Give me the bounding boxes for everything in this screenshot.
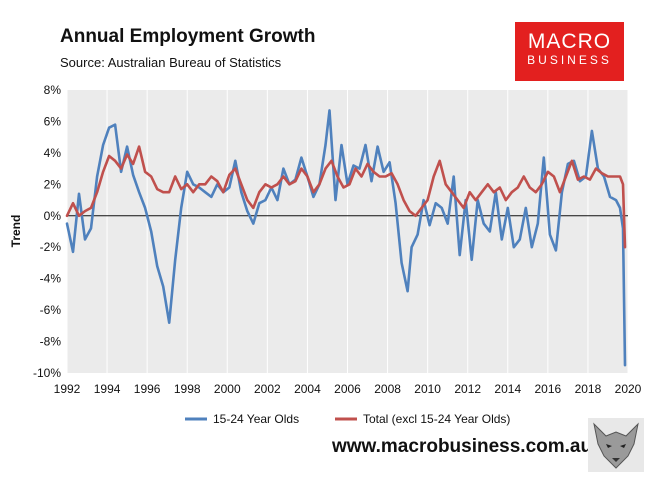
y-tick-label: -2% (40, 240, 62, 254)
x-tick-label: 1996 (134, 382, 161, 396)
y-tick-label: -4% (40, 272, 62, 286)
y-axis-ticks: 8% 6% 4% 2% 0% -2% -4% -6% -8% -10% (33, 83, 61, 380)
chart-source: Source: Australian Bureau of Statistics (60, 55, 282, 70)
macrobusiness-logo: MACRO BUSINESS (515, 22, 624, 81)
legend-label: Total (excl 15-24 Year Olds) (363, 412, 510, 426)
series-line-youth (65, 109, 627, 367)
x-tick-label: 1998 (174, 382, 201, 396)
x-tick-label: 2012 (454, 382, 481, 396)
x-tick-label: 2016 (535, 382, 562, 396)
x-tick-label: 2020 (615, 382, 642, 396)
y-tick-label: 6% (44, 114, 62, 128)
y-tick-label: 8% (44, 83, 62, 97)
x-tick-label: 2008 (374, 382, 401, 396)
x-tick-label: 1994 (94, 382, 121, 396)
logo-line-2: BUSINESS (527, 53, 612, 67)
x-tick-label: 2014 (494, 382, 521, 396)
y-tick-label: -8% (40, 335, 62, 349)
y-tick-label: 2% (44, 177, 62, 191)
logo-line-1: MACRO (527, 30, 612, 53)
x-tick-label: 2000 (214, 382, 241, 396)
series-lines (65, 109, 627, 367)
x-axis-ticks: 1992 1994 1996 1998 2000 2002 2004 2006 2008 2010… (54, 382, 642, 396)
y-tick-label: -6% (40, 303, 62, 317)
legend: 15-24 Year Olds Total (excl 15-24 Year Ol… (185, 412, 510, 426)
x-tick-label: 2002 (254, 382, 281, 396)
x-tick-label: 2006 (334, 382, 361, 396)
y-axis-label: Trend (9, 215, 23, 248)
series-line-total (65, 145, 627, 249)
y-tick-label: -10% (33, 366, 61, 380)
y-tick-label: 4% (44, 146, 62, 160)
x-tick-label: 2010 (414, 382, 441, 396)
x-tick-label: 2004 (294, 382, 321, 396)
x-tick-label: 1992 (54, 382, 81, 396)
chart-title: Annual Employment Growth (60, 26, 316, 47)
x-tick-label: 2018 (575, 382, 602, 396)
y-tick-label: 0% (44, 209, 62, 223)
legend-label: 15-24 Year Olds (213, 412, 299, 426)
website-url: www.macrobusiness.com.au (332, 436, 593, 457)
fox-logo-icon (588, 418, 644, 472)
